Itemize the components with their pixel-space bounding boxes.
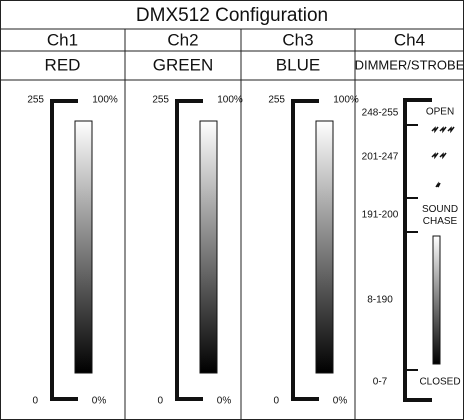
channel-function: GREEN bbox=[153, 55, 213, 74]
channel-name: Ch2 bbox=[167, 30, 198, 49]
channel-function: RED bbox=[45, 55, 81, 74]
range-value: 248-255 bbox=[362, 108, 399, 119]
bottom-percent: 0% bbox=[333, 396, 348, 407]
gradient-bar bbox=[315, 120, 334, 374]
bottom-percent: 0% bbox=[92, 396, 107, 407]
bracket bbox=[291, 99, 319, 401]
top-value: 255 bbox=[152, 95, 169, 106]
range-value: 8-190 bbox=[367, 295, 393, 306]
top-percent: 100% bbox=[333, 95, 359, 106]
channel-function: BLUE bbox=[276, 55, 320, 74]
bottom-value: 0 bbox=[32, 396, 38, 407]
bottom-value: 0 bbox=[273, 396, 279, 407]
channel-name: Ch1 bbox=[47, 30, 78, 49]
range-value: 191-200 bbox=[362, 210, 399, 221]
top-percent: 100% bbox=[92, 95, 118, 106]
top-value: 255 bbox=[268, 95, 285, 106]
channel-name: Ch3 bbox=[282, 30, 313, 49]
title: DMX512 Configuration bbox=[136, 5, 328, 26]
gradient-bar bbox=[74, 120, 93, 374]
bottom-percent: 0% bbox=[217, 396, 232, 407]
top-percent: 100% bbox=[217, 95, 243, 106]
range-label: CLOSED bbox=[419, 377, 460, 388]
ch4-scale bbox=[403, 98, 455, 402]
range-value: 201-247 bbox=[362, 152, 399, 163]
bracket bbox=[50, 99, 78, 401]
channel-function: DIMMER/STROBE bbox=[355, 57, 464, 72]
range-label: SOUND CHASE bbox=[422, 204, 458, 227]
bottom-value: 0 bbox=[157, 396, 163, 407]
top-value: 255 bbox=[27, 95, 44, 106]
range-value: 0-7 bbox=[373, 377, 388, 388]
range-label: OPEN bbox=[426, 107, 454, 118]
gradient-bar bbox=[199, 120, 218, 374]
channel-name: Ch4 bbox=[394, 30, 425, 49]
bracket bbox=[175, 99, 203, 401]
